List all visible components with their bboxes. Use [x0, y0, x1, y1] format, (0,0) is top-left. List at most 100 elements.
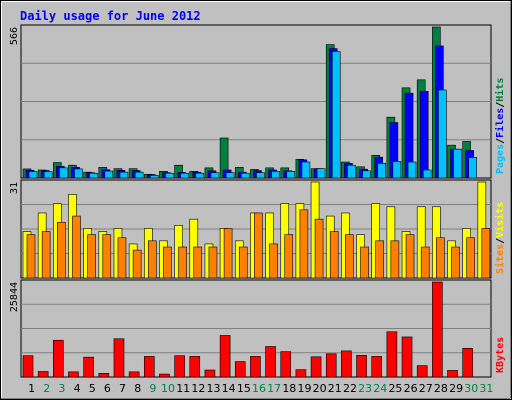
bar-sites-day-10 — [163, 246, 172, 279]
bar-kbytes-day-7 — [113, 338, 125, 378]
panel-visits_sites: 31 Sites/Visits — [9, 179, 506, 279]
bar-sites-day-2 — [41, 231, 51, 279]
bar-pages-day-9 — [149, 175, 159, 179]
chart-title: Daily usage for June 2012 — [20, 9, 201, 23]
bar-sites-day-21 — [329, 231, 339, 279]
series-kbytes — [22, 281, 473, 378]
bar-sites-day-1 — [26, 234, 36, 279]
bar-kbytes-day-25 — [386, 331, 398, 378]
bar-pages-day-21 — [331, 51, 341, 179]
bar-sites-day-16 — [254, 212, 263, 279]
bar-pages-day-20 — [316, 168, 326, 179]
x-tick-label: 18 — [282, 382, 296, 395]
legend-hits: Hits — [494, 78, 506, 102]
bar-kbytes-day-16 — [250, 356, 261, 378]
bar-pages-day-7 — [119, 171, 129, 179]
bar-sites-day-8 — [132, 249, 142, 279]
x-tick-label: 3 — [58, 382, 65, 395]
bar-pages-day-11 — [180, 172, 189, 179]
bar-sites-day-29 — [451, 246, 460, 279]
bar-kbytes-day-30 — [462, 348, 473, 378]
chart-panels: 566Pages/Files/Hits31Sites/Visits25844KB… — [9, 24, 506, 378]
bar-pages-day-18 — [286, 171, 296, 179]
bar-pages-day-23 — [362, 170, 371, 179]
bar-kbytes-day-11 — [174, 355, 185, 378]
bar-sites-day-14 — [223, 228, 233, 279]
bar-pages-day-14 — [225, 172, 235, 179]
x-tick-label: 5 — [89, 382, 96, 395]
x-tick-label: 2 — [43, 382, 50, 395]
bar-pages-day-4 — [74, 168, 83, 179]
bar-pages-day-1 — [28, 171, 38, 179]
legend-separator: / — [495, 238, 506, 244]
x-tick-label: 17 — [267, 382, 281, 395]
bar-sites-day-25 — [390, 240, 400, 279]
x-tick-label: 9 — [149, 382, 156, 395]
bar-pages-day-22 — [347, 164, 356, 179]
legend-pages: Pages — [495, 144, 506, 174]
bar-sites-day-20 — [314, 218, 324, 279]
x-tick-label: 4 — [74, 382, 81, 395]
bar-files-day-27 — [419, 90, 429, 179]
bar-sites-day-9 — [147, 240, 157, 279]
bar-pages-day-6 — [104, 170, 114, 179]
bar-pages-day-28 — [438, 89, 447, 179]
legend-files: Files — [494, 108, 506, 138]
bar-kbytes-day-26 — [401, 336, 413, 378]
x-tick-label: 8 — [134, 382, 141, 395]
bar-sites-day-6 — [102, 234, 112, 279]
series-pages — [28, 51, 477, 179]
bar-kbytes-day-22 — [341, 350, 352, 378]
bar-pages-day-25 — [392, 161, 402, 179]
bar-kbytes-day-14 — [219, 335, 231, 378]
bar-kbytes-day-17 — [265, 346, 276, 378]
x-tick-label: 15 — [237, 382, 251, 395]
x-axis-labels: 1 2 3 4 5 6 7 8 9 10 11 12 13 14 15 16 17 18 19 20 21 22 23 24 2… — [28, 382, 493, 395]
bar-kbytes-day-5 — [83, 356, 94, 378]
bar-kbytes-day-9 — [143, 356, 155, 378]
legend-sites: Sites — [494, 244, 506, 274]
x-tick-label: 20 — [313, 382, 327, 395]
bar-pages-day-5 — [89, 172, 98, 179]
bar-sites-day-15 — [238, 246, 248, 279]
bar-kbytes-day-24 — [371, 356, 383, 378]
x-tick-label: 26 — [404, 382, 418, 395]
bar-sites-day-7 — [117, 237, 127, 279]
panel-kbytes: 25844 KBytes — [9, 279, 506, 378]
bar-sites-day-26 — [405, 234, 415, 279]
bar-pages-day-10 — [165, 172, 174, 179]
bar-kbytes-day-8 — [128, 371, 140, 378]
bar-sites-day-28 — [436, 237, 445, 279]
bar-pages-day-27 — [422, 169, 432, 179]
bar-kbytes-day-23 — [356, 355, 367, 378]
bar-kbytes-day-28 — [432, 281, 443, 378]
bar-sites-day-24 — [375, 240, 385, 279]
bar-kbytes-day-15 — [234, 361, 246, 378]
bar-sites-day-27 — [420, 246, 430, 279]
bar-pages-day-24 — [377, 163, 387, 179]
bar-pages-day-30 — [468, 157, 477, 179]
legend-separator: / — [495, 102, 506, 108]
bar-pages-day-16 — [256, 172, 265, 179]
bar-pages-day-29 — [453, 148, 462, 179]
bar-kbytes-day-12 — [189, 356, 201, 378]
x-tick-label: 28 — [434, 382, 448, 395]
bar-sites-day-5 — [87, 234, 96, 279]
bar-pages-day-8 — [134, 171, 144, 179]
x-tick-label: 13 — [207, 382, 221, 395]
y-max-label: 566 — [9, 27, 20, 45]
x-tick-label: 14 — [222, 382, 236, 395]
bar-sites-day-11 — [178, 246, 187, 279]
bar-kbytes-day-27 — [416, 365, 428, 378]
panel-legend: KBytes — [495, 337, 506, 373]
bar-kbytes-day-2 — [37, 371, 49, 378]
bar-sites-day-31 — [481, 228, 491, 279]
bar-kbytes-day-21 — [325, 353, 337, 378]
x-tick-label: 11 — [176, 382, 190, 395]
bar-kbytes-day-6 — [98, 373, 110, 378]
bar-kbytes-day-19 — [295, 369, 307, 378]
legend-kbytes: KBytes — [495, 337, 506, 373]
bar-kbytes-day-4 — [68, 371, 79, 378]
bar-pages-day-12 — [195, 172, 205, 179]
